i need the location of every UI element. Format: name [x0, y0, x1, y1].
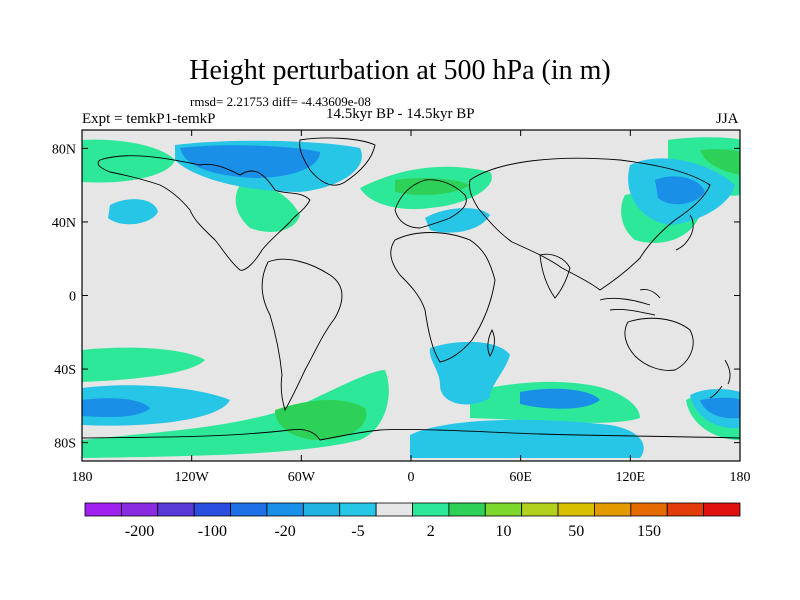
anomaly-region-negative	[108, 199, 158, 225]
x-axis: 180 120W 60W 0 60E 120E 180	[72, 130, 751, 485]
anomaly-region-negative-strong	[700, 397, 740, 419]
coastline-africa	[390, 232, 496, 363]
coastline-india	[539, 253, 571, 299]
coastline-antarctica	[82, 429, 740, 441]
colorbar-label: -100	[198, 523, 227, 540]
anomaly-region-positive-strong	[395, 177, 470, 196]
coastline-australia	[624, 317, 694, 371]
x-tick-label: 180	[72, 470, 93, 485]
colorbar-label: 50	[568, 523, 584, 540]
anomaly-region-negative-strong	[655, 176, 705, 205]
anomaly-region-positive-strong	[275, 399, 367, 440]
colorbar-swatch	[412, 502, 450, 517]
colorbar-label: -5	[351, 523, 364, 540]
coastline-madagascar	[487, 328, 495, 357]
colorbar: -200 -100 -20 -5 2 10 50 150	[84, 502, 741, 540]
colorbar-swatch	[302, 502, 341, 517]
coastline-europe	[394, 179, 467, 229]
colorbar-swatch	[484, 502, 523, 517]
x-tick-label: 180	[730, 470, 751, 485]
colorbar-swatch	[630, 502, 668, 517]
colorbar-swatch	[120, 502, 159, 517]
x-tick-label: 0	[408, 470, 415, 485]
colorbar-swatch	[448, 502, 486, 517]
coastline-south-america	[261, 258, 343, 412]
coastline-japan	[675, 214, 694, 251]
experiment-label: Expt = temkP1-temkP	[82, 111, 216, 127]
anomaly-contours	[82, 137, 740, 458]
colorbar-swatch	[266, 502, 304, 517]
coastline-indonesia	[599, 289, 661, 316]
coastline-new-zealand	[709, 359, 731, 399]
y-tick-label: 0	[69, 290, 76, 305]
colorbar-swatch	[521, 502, 559, 517]
coastline-north-america	[97, 155, 311, 271]
anomaly-region-positive-strong	[700, 149, 740, 175]
colorbar-swatch	[375, 502, 413, 517]
anomaly-region-positive	[82, 347, 205, 382]
anomaly-region-negative-strong	[180, 145, 320, 178]
colorbar-swatch	[703, 502, 741, 517]
anomaly-region-negative	[410, 419, 644, 458]
colorbar-swatch	[557, 502, 595, 517]
x-tick-label: 60W	[288, 470, 316, 485]
y-tick-label: 80S	[54, 437, 76, 452]
anomaly-region-positive	[235, 184, 300, 232]
colorbar-label: -20	[274, 523, 295, 540]
colorbar-swatch	[230, 502, 268, 517]
colorbar-swatch	[157, 502, 195, 517]
colorbar-swatch	[594, 502, 632, 517]
y-axis: 80N 40N 0 40S 80S	[52, 142, 740, 452]
x-tick-label: 60E	[509, 470, 532, 485]
colorbar-label: 10	[495, 523, 511, 540]
anomaly-region-positive	[82, 139, 175, 183]
x-tick-label: 120W	[175, 470, 210, 485]
anomaly-region-negative	[429, 341, 510, 405]
anomaly-region-negative-strong	[520, 388, 600, 409]
coastline-asia	[469, 157, 711, 291]
colorbar-swatch	[339, 502, 377, 517]
stats-line: rmsd= 2.21753 diff= -4.43609e-08	[190, 94, 371, 109]
colorbar-swatch	[666, 502, 705, 517]
coastline-greenland	[299, 137, 376, 186]
colorbar-label: 150	[637, 523, 661, 540]
anomaly-region-negative	[425, 208, 490, 233]
x-tick-label: 120E	[616, 470, 646, 485]
coastlines	[82, 137, 740, 441]
colorbar-label: -200	[125, 523, 154, 540]
season-label: JJA	[716, 111, 739, 127]
colorbar-label: 2	[427, 523, 435, 540]
y-tick-label: 40N	[52, 216, 76, 231]
anomaly-region-negative-strong	[82, 398, 150, 418]
y-tick-label: 40S	[54, 363, 76, 378]
plot-title: Height perturbation at 500 hPa (in m)	[189, 55, 611, 86]
period-label: 14.5kyr BP - 14.5kyr BP	[326, 106, 475, 122]
y-tick-label: 80N	[52, 142, 76, 157]
colorbar-swatch	[193, 502, 231, 517]
colorbar-swatch	[84, 502, 122, 517]
